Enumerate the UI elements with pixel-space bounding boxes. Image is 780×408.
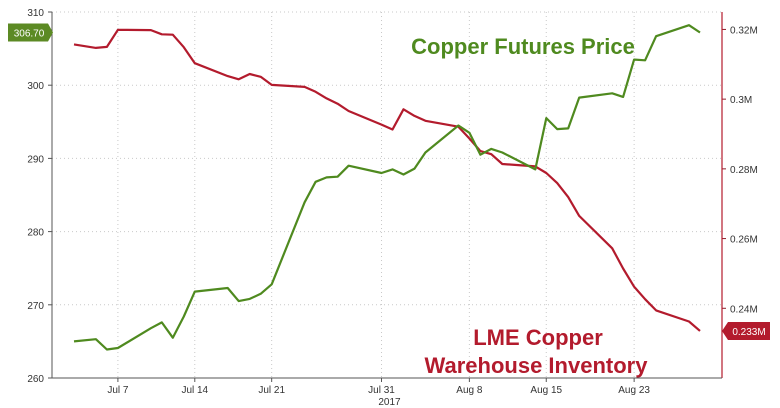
price-last-value-label: 306.70 xyxy=(14,28,45,39)
series-layer xyxy=(73,24,701,351)
left-axis-tick-label: 260 xyxy=(27,374,44,385)
inventory-annotation-line-1: LME Copper xyxy=(473,325,603,350)
right-axis-tick-label: 0.3M xyxy=(730,95,752,106)
left-axis-tick-label: 300 xyxy=(27,81,44,92)
left-axis-tick-label: 290 xyxy=(27,154,44,165)
inventory-line xyxy=(73,28,701,332)
right-axis-tick-label: 0.24M xyxy=(730,304,758,315)
left-axis-tick-label: 270 xyxy=(27,301,44,312)
x-axis-tick-label: Jul 31 xyxy=(368,385,395,396)
inventory-last-value-badge xyxy=(722,321,770,340)
price-last-value-badge xyxy=(8,23,53,42)
x-axis-tick-label: Aug 15 xyxy=(530,385,562,396)
x-axis-tick-label: Jul 14 xyxy=(181,385,208,396)
axes: 260 270 280 290 300 310 0.24M 0.26M 0.28M 0.3M 0.3… xyxy=(27,8,757,408)
left-axis-tick-label: 310 xyxy=(27,8,44,19)
inventory-last-value-label: 0.233M xyxy=(732,327,765,338)
copper-price-annotation: Copper Futures Price xyxy=(411,34,635,59)
left-axis-tick-label: 280 xyxy=(27,228,44,239)
x-axis-tick-label: Aug 8 xyxy=(456,385,483,396)
x-axis-year-label: 2017 xyxy=(378,397,401,408)
x-axis-tick-label: Jul 7 xyxy=(107,385,129,396)
x-axis-tick-label: Jul 21 xyxy=(258,385,285,396)
copper-price-line xyxy=(73,24,701,351)
inventory-annotation-line-2: Warehouse Inventory xyxy=(425,353,649,378)
labels-layer: 306.70 0.233M Copper Futures Price LME Copp… xyxy=(8,23,770,378)
right-axis-tick-label: 0.28M xyxy=(730,165,758,176)
right-axis-tick-label: 0.32M xyxy=(730,25,758,36)
x-axis-tick-label: Aug 23 xyxy=(618,385,650,396)
right-axis-tick-label: 0.26M xyxy=(730,235,758,246)
grid xyxy=(52,11,722,379)
